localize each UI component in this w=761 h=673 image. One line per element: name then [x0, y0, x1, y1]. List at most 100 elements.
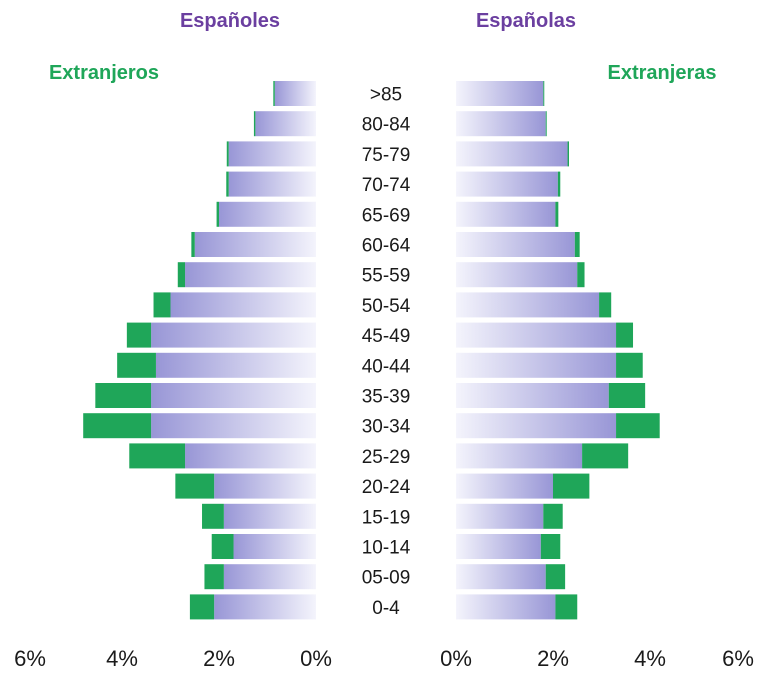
bar-espanoles-35-39: [151, 383, 316, 408]
bar-espanoles-25-29: [185, 443, 316, 469]
left-tick-4: 4%: [106, 646, 138, 671]
bar-espanoles->85: [274, 81, 316, 106]
bar-extranjeras-60-64: [574, 232, 580, 257]
age-label-40-44: 40-44: [362, 356, 411, 377]
bar-espanolas-0-4: [456, 594, 556, 620]
age-label-15-19: 15-19: [362, 507, 411, 528]
bar-espanolas-50-54: [456, 292, 600, 318]
bar-extranjeros-80-84: [253, 111, 256, 137]
bar-espanoles-70-74: [228, 171, 316, 197]
bar-espanolas-15-19: [456, 503, 544, 529]
right-tick-6: 6%: [722, 646, 754, 671]
tick-labels-group: 6% 4% 2% 0% 0% 2% 4% 6%: [14, 646, 754, 671]
bar-espanoles-60-64: [194, 232, 316, 257]
bars-group: [83, 81, 660, 620]
bar-espanoles-0-4: [214, 594, 316, 620]
bar-extranjeras-45-49: [616, 322, 634, 348]
age-label-50-54: 50-54: [362, 296, 411, 317]
bar-espanoles-20-24: [214, 473, 316, 499]
right-tick-4: 4%: [634, 646, 666, 671]
bar-espanolas-25-29: [456, 443, 583, 469]
bar-extranjeros-30-34: [83, 413, 152, 439]
age-label->85: >85: [370, 85, 402, 106]
bar-extranjeras-0-4: [555, 594, 578, 620]
right-tick-0: 0%: [440, 646, 472, 671]
bar-extranjeras-10-14: [540, 534, 561, 559]
age-label-30-34: 30-34: [362, 417, 411, 438]
bar-extranjeras-05-09: [545, 564, 566, 590]
age-label-65-69: 65-69: [362, 205, 411, 226]
bar-extranjeras-80-84: [545, 111, 547, 137]
age-label-05-09: 05-09: [362, 568, 411, 589]
bar-extranjeros-50-54: [153, 292, 171, 318]
bar-extranjeros-35-39: [95, 383, 152, 408]
bar-extranjeros-20-24: [175, 473, 215, 499]
bar-extranjeros-10-14: [211, 534, 234, 559]
bar-extranjeros-15-19: [202, 503, 224, 529]
bar-espanolas-40-44: [456, 352, 617, 378]
left-header: Españoles: [180, 10, 280, 32]
right-header: Españolas: [476, 10, 576, 32]
bar-extranjeros-0-4: [189, 594, 215, 620]
bar-extranjeras->85: [543, 81, 545, 106]
bar-extranjeros-65-69: [216, 201, 219, 227]
bar-espanoles-50-54: [170, 292, 316, 318]
bar-espanolas-20-24: [456, 473, 553, 499]
age-labels-group: >85 80-84 75-79 70-74 65-69 60-64 55-59 50-54 45…: [362, 85, 411, 619]
bar-espanoles-05-09: [223, 564, 316, 590]
bar-extranjeros-40-44: [117, 352, 156, 378]
age-label-10-14: 10-14: [362, 538, 411, 559]
age-label-0-4: 0-4: [372, 598, 400, 619]
bar-espanoles-30-34: [151, 413, 316, 439]
bar-espanolas-60-64: [456, 232, 575, 257]
age-label-25-29: 25-29: [362, 447, 411, 468]
bar-espanoles-55-59: [185, 262, 316, 288]
bar-espanoles-65-69: [219, 201, 316, 227]
bar-espanolas-75-79: [456, 141, 568, 167]
age-label-75-79: 75-79: [362, 145, 411, 166]
bar-extranjeras-35-39: [608, 383, 646, 408]
left-tick-6: 6%: [14, 646, 46, 671]
bar-espanoles-40-44: [155, 352, 316, 378]
bar-espanoles-10-14: [233, 534, 316, 559]
bar-extranjeras-55-59: [577, 262, 585, 288]
bar-extranjeras-20-24: [553, 473, 590, 499]
left-tick-2: 2%: [203, 646, 235, 671]
age-label-60-64: 60-64: [362, 236, 411, 257]
left-tick-0: 0%: [300, 646, 332, 671]
bar-espanolas-70-74: [456, 171, 558, 197]
bar-espanoles-45-49: [151, 322, 316, 348]
bar-extranjeros-55-59: [177, 262, 186, 288]
bar-espanoles-15-19: [223, 503, 316, 529]
bar-extranjeros-70-74: [226, 171, 229, 197]
bar-extranjeras-15-19: [543, 503, 563, 529]
bar-extranjeros-75-79: [226, 141, 229, 167]
bar-extranjeras-75-79: [567, 141, 570, 167]
bar-espanolas-45-49: [456, 322, 617, 348]
bar-espanolas-55-59: [456, 262, 578, 288]
bar-extranjeras-30-34: [616, 413, 660, 439]
bar-espanolas-30-34: [456, 413, 617, 439]
bar-extranjeras-40-44: [616, 352, 643, 378]
right-tick-2: 2%: [537, 646, 569, 671]
bar-espanoles-75-79: [228, 141, 316, 167]
bar-espanolas-35-39: [456, 383, 609, 408]
bar-espanoles-80-84: [255, 111, 316, 137]
bar-espanolas-80-84: [456, 111, 546, 137]
bar-extranjeras-65-69: [555, 201, 559, 227]
bar-extranjeros-05-09: [204, 564, 224, 590]
right-legend-label: Extranjeras: [608, 62, 717, 84]
bar-espanolas-65-69: [456, 201, 556, 227]
bar-extranjeros-45-49: [126, 322, 152, 348]
bar-extranjeros->85: [273, 81, 275, 106]
bar-extranjeras-25-29: [582, 443, 629, 469]
bar-espanolas-05-09: [456, 564, 546, 590]
left-legend-label: Extranjeros: [49, 62, 159, 84]
bar-espanolas->85: [456, 81, 544, 106]
bar-extranjeros-25-29: [129, 443, 186, 469]
age-label-45-49: 45-49: [362, 326, 411, 347]
age-label-80-84: 80-84: [362, 115, 411, 136]
age-label-35-39: 35-39: [362, 387, 411, 408]
age-label-55-59: 55-59: [362, 266, 411, 287]
